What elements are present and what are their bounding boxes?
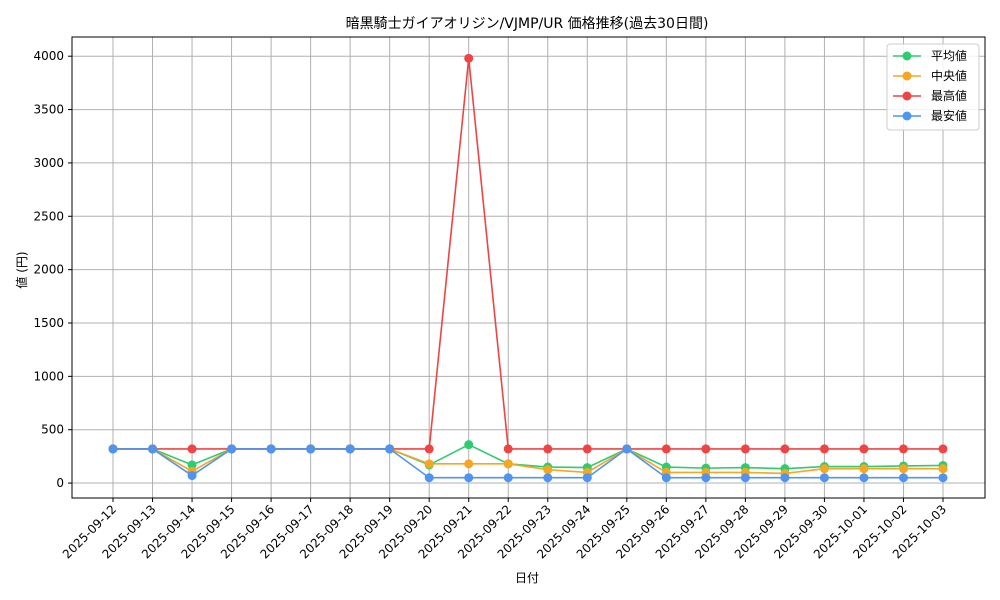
data-point bbox=[424, 444, 434, 454]
data-point bbox=[938, 444, 948, 454]
y-tick-label: 2500 bbox=[33, 209, 64, 223]
data-point bbox=[898, 444, 908, 454]
series-line bbox=[113, 58, 943, 450]
legend-label: 平均値 bbox=[931, 48, 967, 63]
y-tick-label: 4000 bbox=[33, 49, 64, 63]
legend-item: 中央値 bbox=[893, 68, 967, 83]
data-point bbox=[661, 473, 671, 483]
data-point bbox=[582, 444, 592, 454]
data-point bbox=[306, 444, 316, 454]
data-point bbox=[898, 473, 908, 483]
series-3 bbox=[108, 444, 948, 483]
data-point bbox=[622, 444, 632, 454]
y-axis: 0 500 1000 1500 2000 2500 3000 3500 4000 bbox=[33, 49, 72, 490]
data-point bbox=[503, 459, 513, 469]
legend-swatch-marker bbox=[902, 71, 912, 81]
data-point bbox=[464, 459, 474, 469]
y-tick-label: 1000 bbox=[33, 369, 64, 383]
y-tick-label: 2000 bbox=[33, 263, 64, 277]
data-point bbox=[938, 473, 948, 483]
data-point bbox=[819, 444, 829, 454]
data-point bbox=[345, 444, 355, 454]
series-2 bbox=[108, 53, 948, 454]
data-point bbox=[661, 444, 671, 454]
series-line bbox=[113, 447, 943, 475]
data-point bbox=[701, 444, 711, 454]
data-point bbox=[780, 444, 790, 454]
legend-swatch-marker bbox=[902, 51, 912, 61]
data-point bbox=[701, 473, 711, 483]
legend-label: 中央値 bbox=[931, 68, 967, 83]
legend-label: 最高値 bbox=[931, 88, 967, 103]
data-point bbox=[503, 473, 513, 483]
y-tick-label: 0 bbox=[56, 476, 64, 490]
data-point bbox=[740, 473, 750, 483]
data-point bbox=[543, 465, 553, 475]
x-axis: 2025-09-122025-09-132025-09-142025-09-15… bbox=[60, 498, 949, 561]
data-point bbox=[266, 444, 276, 454]
series-layer bbox=[108, 53, 948, 483]
data-point bbox=[859, 473, 869, 483]
data-point bbox=[424, 459, 434, 469]
data-point bbox=[464, 53, 474, 63]
data-point bbox=[187, 460, 197, 470]
data-point bbox=[385, 444, 395, 454]
data-point bbox=[187, 444, 197, 454]
data-point bbox=[108, 444, 118, 454]
legend-item: 最高値 bbox=[893, 88, 967, 103]
y-tick-label: 3500 bbox=[33, 103, 64, 117]
data-point bbox=[938, 464, 948, 474]
data-point bbox=[780, 473, 790, 483]
data-point bbox=[543, 444, 553, 454]
series-line bbox=[113, 447, 943, 479]
data-point bbox=[859, 464, 869, 474]
plot-area bbox=[71, 36, 986, 499]
data-point bbox=[859, 444, 869, 454]
chart-title: 暗黒騎士ガイアオリジン/VJMP/UR 価格推移(過去30日間) bbox=[346, 16, 709, 32]
x-axis-label: 日付 bbox=[515, 571, 539, 585]
legend-item: 平均値 bbox=[893, 48, 967, 63]
data-point bbox=[819, 473, 829, 483]
y-tick-label: 500 bbox=[41, 423, 64, 437]
legend-box bbox=[886, 43, 980, 131]
data-point bbox=[187, 471, 197, 481]
legend-item: 最安値 bbox=[893, 108, 967, 123]
data-point bbox=[819, 464, 829, 474]
legend-swatch-marker bbox=[902, 91, 912, 101]
y-axis-label: 値 (円) bbox=[14, 251, 29, 288]
legend-swatch-marker bbox=[902, 111, 912, 121]
data-point bbox=[464, 440, 474, 450]
legend-label: 最安値 bbox=[931, 108, 967, 123]
data-point bbox=[148, 444, 158, 454]
y-tick-label: 3000 bbox=[33, 156, 64, 170]
data-point bbox=[740, 444, 750, 454]
grid bbox=[72, 37, 985, 498]
data-point bbox=[582, 473, 592, 483]
data-point bbox=[227, 444, 237, 454]
data-point bbox=[898, 464, 908, 474]
data-point bbox=[424, 473, 434, 483]
data-point bbox=[543, 473, 553, 483]
data-point bbox=[464, 473, 474, 483]
y-tick-label: 1500 bbox=[33, 316, 64, 330]
data-point bbox=[503, 444, 513, 454]
